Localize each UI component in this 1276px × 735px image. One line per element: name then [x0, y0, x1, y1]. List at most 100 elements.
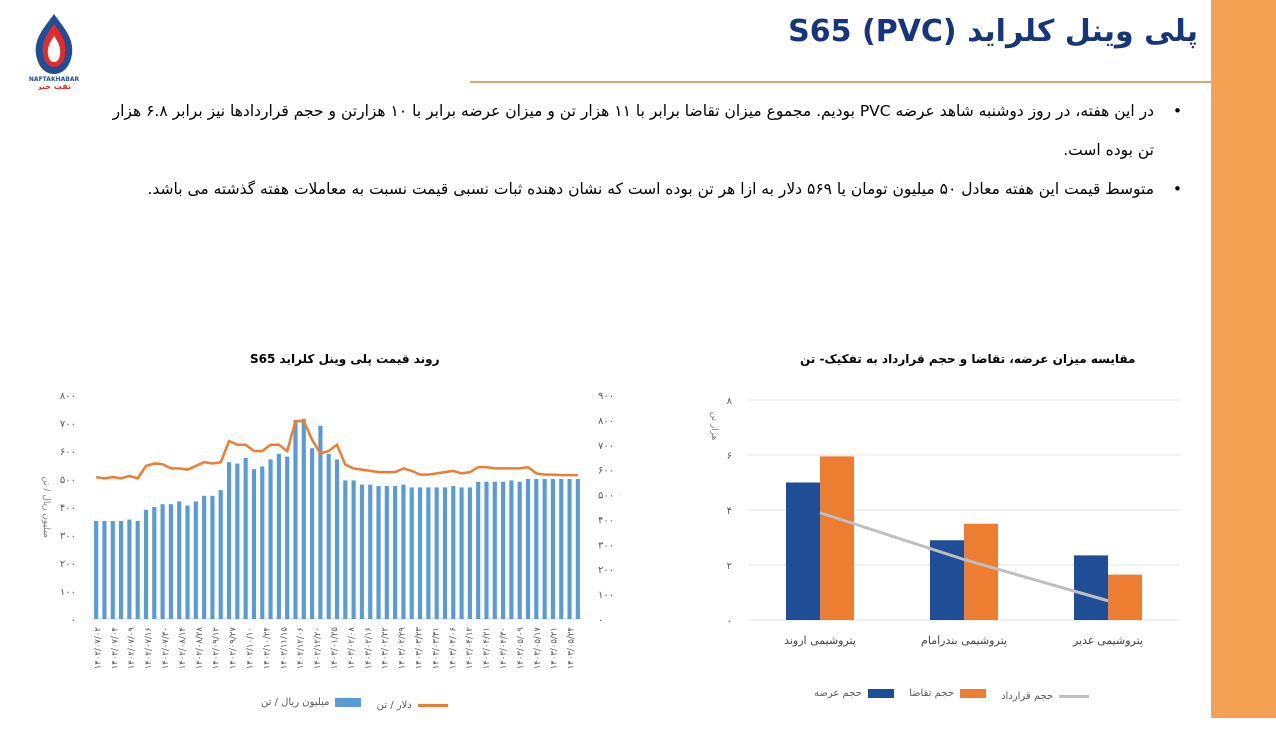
supply-demand-chart: ۸ ۶ ۴ ۲ ۰ هزار تن پتروشیمی اروند پتروشیمی بندرا…: [709, 396, 1180, 647]
legend-bar-swatch: [335, 698, 362, 707]
price-bar: [442, 487, 448, 619]
x-tick-label: ۱۴۰۳/۰۵/۱۷: [533, 627, 543, 670]
logo-text: NAFTAKHABAR: [29, 76, 80, 83]
price-bar: [376, 486, 381, 619]
price-bar: [185, 505, 190, 619]
x-tick-label: ۱۴۰۲/۱۱/۱۵: [279, 627, 289, 670]
x-tick-label: ۱۴۰۳/۰۴/۳۰: [499, 627, 509, 669]
price-bar: [542, 479, 547, 619]
price-bar: [310, 448, 315, 619]
y-tick-label: ۰: [727, 616, 732, 627]
price-bar: [550, 479, 556, 619]
category-label: پتروشیمی بندرامام: [921, 634, 1007, 647]
price-bar: [426, 487, 431, 619]
legend-usd-label: دلار / تن: [376, 700, 412, 711]
y-tick-label: ۲۰۰: [60, 559, 76, 570]
x-tick-label: ۱۴۰۳/۰۵/۲۴: [567, 627, 577, 669]
contract-volume-line: [819, 511, 1109, 603]
naftakhabar-logo: NAFTAKHABAR نفت خبر: [24, 10, 84, 91]
price-bar: [343, 480, 348, 619]
price-bar: [268, 459, 273, 619]
price-bar: [384, 486, 389, 619]
y2-axis-label: دلار / تن: [619, 491, 620, 523]
x-tick-label: ۱۴۰۳/۰۲/۲۲: [381, 627, 391, 670]
y2-tick-label: ۴۰۰: [598, 515, 614, 526]
y-tick-label: ۴۰۰: [60, 503, 76, 514]
y-tick-label: ۱۰۰: [60, 587, 76, 598]
y-axis-label: میلیون ریال / تن: [41, 476, 51, 538]
y2-tick-label: ۷۰۰: [598, 441, 614, 452]
price-bar: [417, 487, 423, 619]
page-title: پلی وینل کلراید (PVC) S65: [788, 14, 1198, 49]
price-bar: [459, 487, 464, 619]
y-tick-label: ۶: [727, 451, 732, 462]
x-tick-label: ۱۴۰۲/۰۹/۱۲: [212, 627, 222, 670]
bullet-text: متوسط قیمت این هفته معادل ۵۰ میلیون توما…: [147, 180, 1154, 198]
category-label: پتروشیمی غدیر: [1072, 634, 1143, 647]
x-tick-label: ۱۴۰۳/۰۳/۳۱: [431, 627, 441, 669]
supply-bar: [1074, 555, 1108, 620]
price-bar: [326, 453, 331, 619]
x-tick-label: ۱۴۰۳/۰۴/۲۱: [482, 627, 492, 669]
legend-bar-swatch: [959, 689, 986, 698]
price-bar: [110, 521, 115, 619]
legend-demand-label: حجم تقاضا: [909, 688, 954, 699]
legend-usd: دلار / تن: [377, 700, 448, 711]
x-tick-label: ۱۴۰۲/۱۰/۲۴: [262, 627, 272, 669]
y-tick-label: ۵۰۰: [60, 475, 76, 486]
legend-line-swatch: [417, 704, 448, 707]
x-tick-label: ۱۴۰۳/۰۲/۲۹: [398, 627, 408, 670]
x-tick-label: ۱۴۰۳/۰۴/۰۶: [448, 627, 458, 669]
y2-tick-label: ۵۰۰: [598, 491, 614, 502]
price-bar: [368, 484, 373, 619]
price-bar: [160, 504, 165, 619]
price-bar: [243, 458, 248, 619]
x-tick-label: ۱۴۰۳/۰۵/۲۱: [550, 627, 560, 669]
x-tick-label: ۱۴۰۳/۰۵/۰۹: [516, 627, 526, 670]
x-tick-label: ۱۴۰۲/۰۷/۰۴: [110, 627, 120, 669]
price-bar: [293, 420, 298, 619]
accent-sidebar: [1211, 0, 1276, 718]
price-bar: [318, 425, 323, 619]
price-bar: [127, 519, 132, 619]
y-tick-label: ۶۰۰: [60, 447, 76, 458]
price-bar: [351, 480, 356, 619]
price-bar: [575, 479, 580, 619]
price-bar: [393, 486, 398, 619]
x-tick-label: ۱۴۰۳/۰۲/۰۸: [347, 627, 357, 670]
price-bar: [218, 490, 223, 619]
x-tick-label: ۱۴۰۳/۰۲/۱۶: [364, 627, 374, 669]
price-bar: [401, 484, 406, 619]
y-tick-label: ۸۰۰: [60, 391, 76, 402]
price-bar: [301, 418, 306, 619]
price-bar: [210, 495, 215, 619]
price-bar: [501, 481, 506, 619]
legend-contract-label: حجم قرارداد: [1001, 691, 1054, 702]
x-tick-label: ۱۴۰۲/۱۲/۲۰: [313, 627, 323, 669]
price-bar: [202, 495, 207, 619]
y-axis-label: هزار تن: [709, 412, 719, 441]
price-bar: [559, 479, 564, 619]
x-tick-label: ۱۴۰۲/۰۸/۱۴: [178, 627, 188, 669]
demand-bar: [1108, 574, 1142, 620]
price-bar: [143, 509, 149, 619]
price-bar: [451, 486, 456, 619]
y2-tick-label: ۳۰۰: [598, 540, 614, 551]
price-bar: [193, 501, 198, 619]
price-bar: [434, 487, 439, 619]
y-tick-label: ۷۰۰: [60, 419, 76, 430]
price-bar: [118, 521, 124, 619]
category-label: پتروشیمی اروند: [784, 634, 856, 647]
x-tick-label: ۱۴۰۲/۰۸/۲۸: [195, 627, 205, 670]
x-tick-label: ۱۴۰۲/۰۷/۰۲: [93, 627, 103, 670]
price-bar: [102, 521, 107, 619]
price-bar: [152, 507, 157, 619]
bullet-item: • متوسط قیمت این هفته معادل ۵۰ میلیون توم…: [100, 170, 1190, 209]
price-bar: [534, 479, 539, 619]
price-bar: [226, 462, 232, 619]
y-tick-label: ۸: [727, 396, 733, 407]
price-bar: [517, 481, 522, 619]
y2-tick-label: ۰: [598, 615, 603, 626]
y2-tick-label: ۸۰۰: [598, 416, 614, 427]
price-bar: [276, 453, 281, 619]
